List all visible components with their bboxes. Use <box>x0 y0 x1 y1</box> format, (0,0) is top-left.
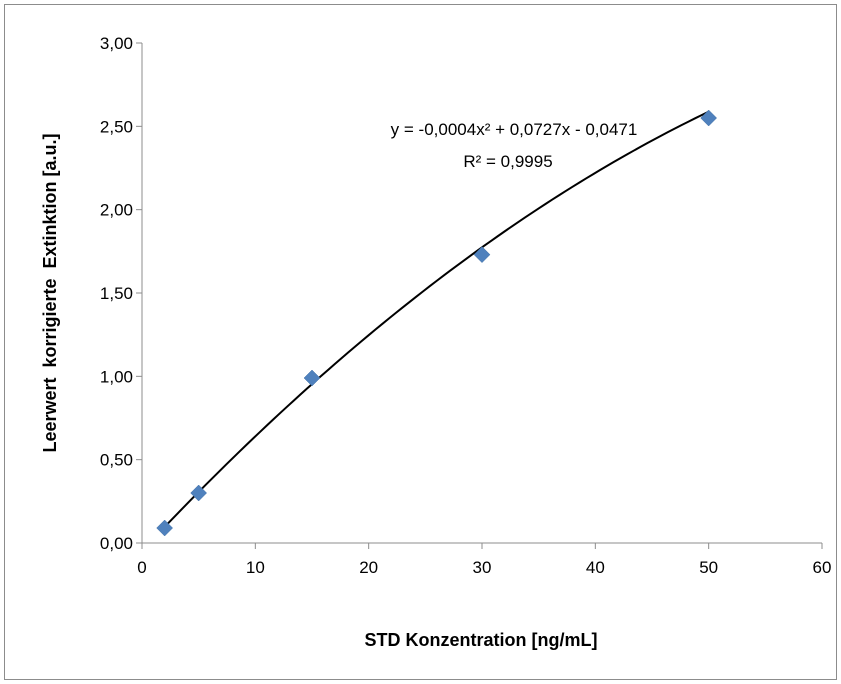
x-tick-label: 60 <box>813 558 832 577</box>
trendline-r-squared: R² = 0,9995 <box>463 152 552 171</box>
x-tick-label: 40 <box>586 558 605 577</box>
x-tick-label: 10 <box>246 558 265 577</box>
x-tick-label: 30 <box>473 558 492 577</box>
y-tick-label: 2,00 <box>100 201 133 220</box>
x-tick-label: 50 <box>699 558 718 577</box>
y-tick-label: 3,00 <box>100 34 133 53</box>
y-tick-label: 1,50 <box>100 284 133 303</box>
x-ticks: 0 10 20 30 40 50 60 <box>137 543 831 577</box>
y-ticks: 0,00 0,50 1,00 1,50 2,00 2,50 3,00 <box>100 34 142 553</box>
axes: 0 10 20 30 40 50 60 0,00 0,50 1,00 1,50 2,00 2,50 3,… <box>100 34 832 577</box>
y-tick-label: 2,50 <box>100 117 133 136</box>
trendline-curve <box>163 110 710 528</box>
y-tick-label: 0,00 <box>100 534 133 553</box>
x-axis-title: STD Konzentration [ng/mL] <box>365 630 598 650</box>
data-point <box>303 369 321 387</box>
x-tick-label: 0 <box>137 558 146 577</box>
y-tick-label: 0,50 <box>100 451 133 470</box>
y-tick-label: 1,00 <box>100 367 133 386</box>
data-point <box>156 519 174 537</box>
data-point <box>190 484 208 502</box>
data-point <box>700 109 718 127</box>
data-points <box>156 109 718 537</box>
y-axis-title: Leerwert korrigierte Extinktion [a.u.] <box>40 133 60 452</box>
x-tick-label: 20 <box>359 558 378 577</box>
trendline-equation: y = -0,0004x² + 0,0727x - 0,0471 <box>391 120 638 139</box>
data-point <box>473 246 491 264</box>
